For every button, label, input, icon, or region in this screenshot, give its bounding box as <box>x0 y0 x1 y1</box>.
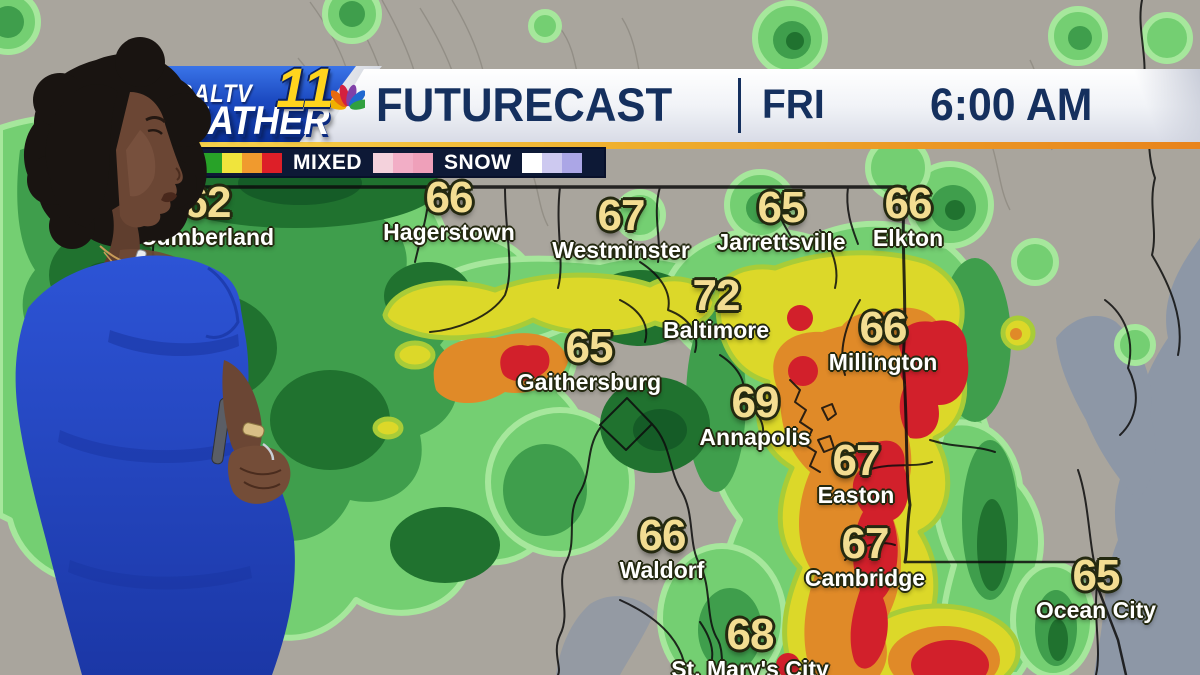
presenter-face <box>116 92 183 228</box>
legend-rain-swatch <box>202 152 222 173</box>
city-label: 67 Easton <box>817 436 895 509</box>
header-right-shade <box>1105 69 1200 143</box>
city-name: Cambridge <box>804 565 926 592</box>
city-label: 66 Elkton <box>872 179 944 252</box>
legend-mixed-swatch <box>413 152 434 173</box>
show-title: FUTURECAST <box>376 78 673 131</box>
gold-accent-line <box>170 142 1200 149</box>
map-borders <box>148 0 1181 675</box>
city-temperature: 69 <box>731 378 780 427</box>
city-label: 66 Waldorf <box>619 511 705 584</box>
city-name: Easton <box>817 482 895 509</box>
city-temperature: 72 <box>692 271 741 320</box>
legend-snow-swatch <box>562 152 583 173</box>
presenter-hair-front <box>45 84 119 228</box>
city-label: 72 Baltimore <box>662 271 770 344</box>
city-label: 67 Cambridge <box>804 519 926 592</box>
channel-number: 11 <box>276 56 335 119</box>
forecast-day: FRI <box>762 81 825 127</box>
header-divider <box>738 78 741 133</box>
city-name: Westminster <box>552 237 690 264</box>
legend-snow-swatch <box>522 152 543 173</box>
header-bar: FUTURECAST FRI 6:00 AM <box>320 69 1200 143</box>
city-name: Ocean City <box>1035 597 1157 624</box>
mixed-label: MIXED <box>293 150 363 174</box>
presenter-hands <box>222 360 291 504</box>
weather-presenter <box>15 37 295 675</box>
legend-mixed-swatch <box>373 152 394 173</box>
city-label: 65 Jarrettsville <box>716 183 846 256</box>
city-label: 66 Hagerstown <box>383 173 515 246</box>
city-name: Waldorf <box>619 557 705 584</box>
legend-rain-swatch <box>242 152 262 173</box>
presenter-dress <box>15 255 295 675</box>
city-temperature: 67 <box>832 436 881 485</box>
city-temperature: 67 <box>597 191 646 240</box>
legend-rain-swatch <box>262 152 282 173</box>
city-temperature: 68 <box>726 610 775 659</box>
city-label: 67 Westminster <box>552 191 690 264</box>
snow-label: SNOW <box>444 150 512 174</box>
legend-mixed-swatch <box>393 152 414 173</box>
snow-intensity-scale <box>522 152 583 173</box>
city-name: Elkton <box>872 225 944 252</box>
city-temperature: 66 <box>884 179 933 228</box>
legend-rain-swatch <box>222 152 242 173</box>
city-temperature: 65 <box>757 183 806 232</box>
mixed-intensity-scale <box>373 152 434 173</box>
city-temperature: 66 <box>638 511 687 560</box>
city-temperature: 67 <box>841 519 890 568</box>
city-label: 66 Millington <box>828 303 938 376</box>
city-temperature: 65 <box>565 323 614 372</box>
city-temperature: 66 <box>859 303 908 352</box>
city-name: Millington <box>828 349 938 376</box>
city-label: 69 Annapolis <box>699 378 811 451</box>
forecast-time: 6:00 AM <box>930 79 1093 130</box>
city-name: Gaithersburg <box>516 369 662 396</box>
city-temperature: 65 <box>1072 551 1121 600</box>
city-label: 65 Gaithersburg <box>516 323 662 396</box>
city-name: Hagerstown <box>383 219 515 246</box>
city-name: Annapolis <box>699 424 811 451</box>
city-label: 68 St. Mary's City <box>671 610 829 675</box>
city-name: Jarrettsville <box>716 229 846 256</box>
presenter-watch <box>242 422 275 461</box>
city-temperature: 66 <box>425 173 474 222</box>
city-name: Baltimore <box>662 317 770 344</box>
radar-extreme-rain <box>500 305 989 675</box>
legend-snow-swatch <box>542 152 563 173</box>
city-name: St. Mary's City <box>671 656 829 675</box>
nbc-peacock-icon <box>331 84 365 110</box>
city-label: 65 Ocean City <box>1035 551 1157 624</box>
